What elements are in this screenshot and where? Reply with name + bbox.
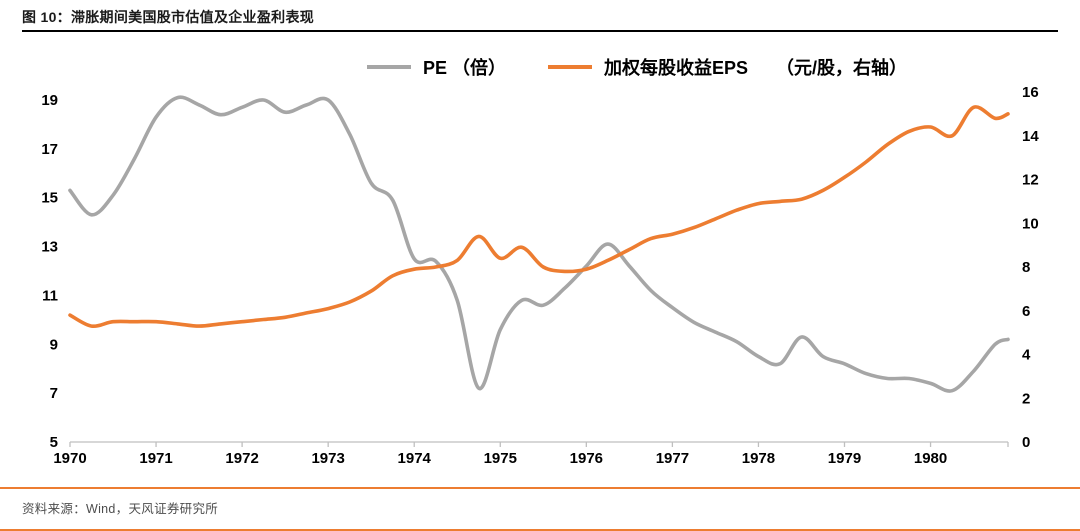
right-tick-label: 8	[1022, 259, 1030, 276]
x-tick-label: 1976	[570, 450, 603, 467]
left-tick-label: 17	[41, 141, 58, 158]
x-tick-label: 1977	[656, 450, 689, 467]
x-tick-label: 1972	[225, 450, 258, 467]
figure-title: 图 10：滞胀期间美国股市估值及企业盈利表现	[22, 9, 315, 25]
eps-legend-label: 加权每股收益EPS	[603, 58, 749, 78]
right-tick-label: 2	[1022, 390, 1030, 407]
right-tick-label: 4	[1022, 347, 1031, 364]
footer-divider-bottom	[0, 529, 1080, 531]
x-tick-label: 1970	[53, 450, 86, 467]
right-tick-label: 12	[1022, 172, 1039, 189]
right-tick-label: 10	[1022, 215, 1039, 232]
x-tick-label: 1974	[398, 450, 432, 467]
eps-legend-unit-label: （元/股，右轴）	[776, 58, 908, 78]
eps-line-swatch-icon	[547, 65, 592, 69]
chart-legend: PE （倍） 加权每股收益EPS （元/股，右轴）	[0, 54, 1080, 80]
right-tick-label: 0	[1022, 434, 1030, 451]
pe-legend-label: PE （倍）	[422, 58, 506, 78]
left-tick-label: 15	[41, 190, 58, 207]
x-tick-label: 1979	[828, 450, 861, 467]
left-tick-label: 11	[42, 287, 58, 304]
pe-line-swatch-icon	[366, 65, 411, 69]
x-tick-label: 1971	[139, 450, 172, 467]
left-tick-label: 9	[50, 336, 58, 353]
right-tick-label: 6	[1022, 303, 1030, 320]
x-tick-label: 1975	[484, 450, 517, 467]
x-tick-label: 1980	[914, 450, 947, 467]
right-tick-label: 16	[1022, 84, 1039, 101]
left-tick-label: 5	[50, 434, 58, 451]
x-tick-label: 1978	[742, 450, 775, 467]
left-tick-label: 7	[50, 385, 58, 402]
right-tick-label: 14	[1022, 128, 1039, 145]
left-tick-label: 13	[41, 239, 58, 256]
title-divider	[22, 30, 1058, 32]
left-tick-label: 19	[41, 92, 58, 109]
pe-series-line	[68, 95, 1010, 393]
footer-divider-top	[0, 487, 1080, 489]
eps-series-line	[68, 105, 1010, 329]
source-note: 资料来源：Wind，天风证券研究所	[22, 502, 219, 516]
x-tick-label: 1973	[311, 450, 344, 467]
